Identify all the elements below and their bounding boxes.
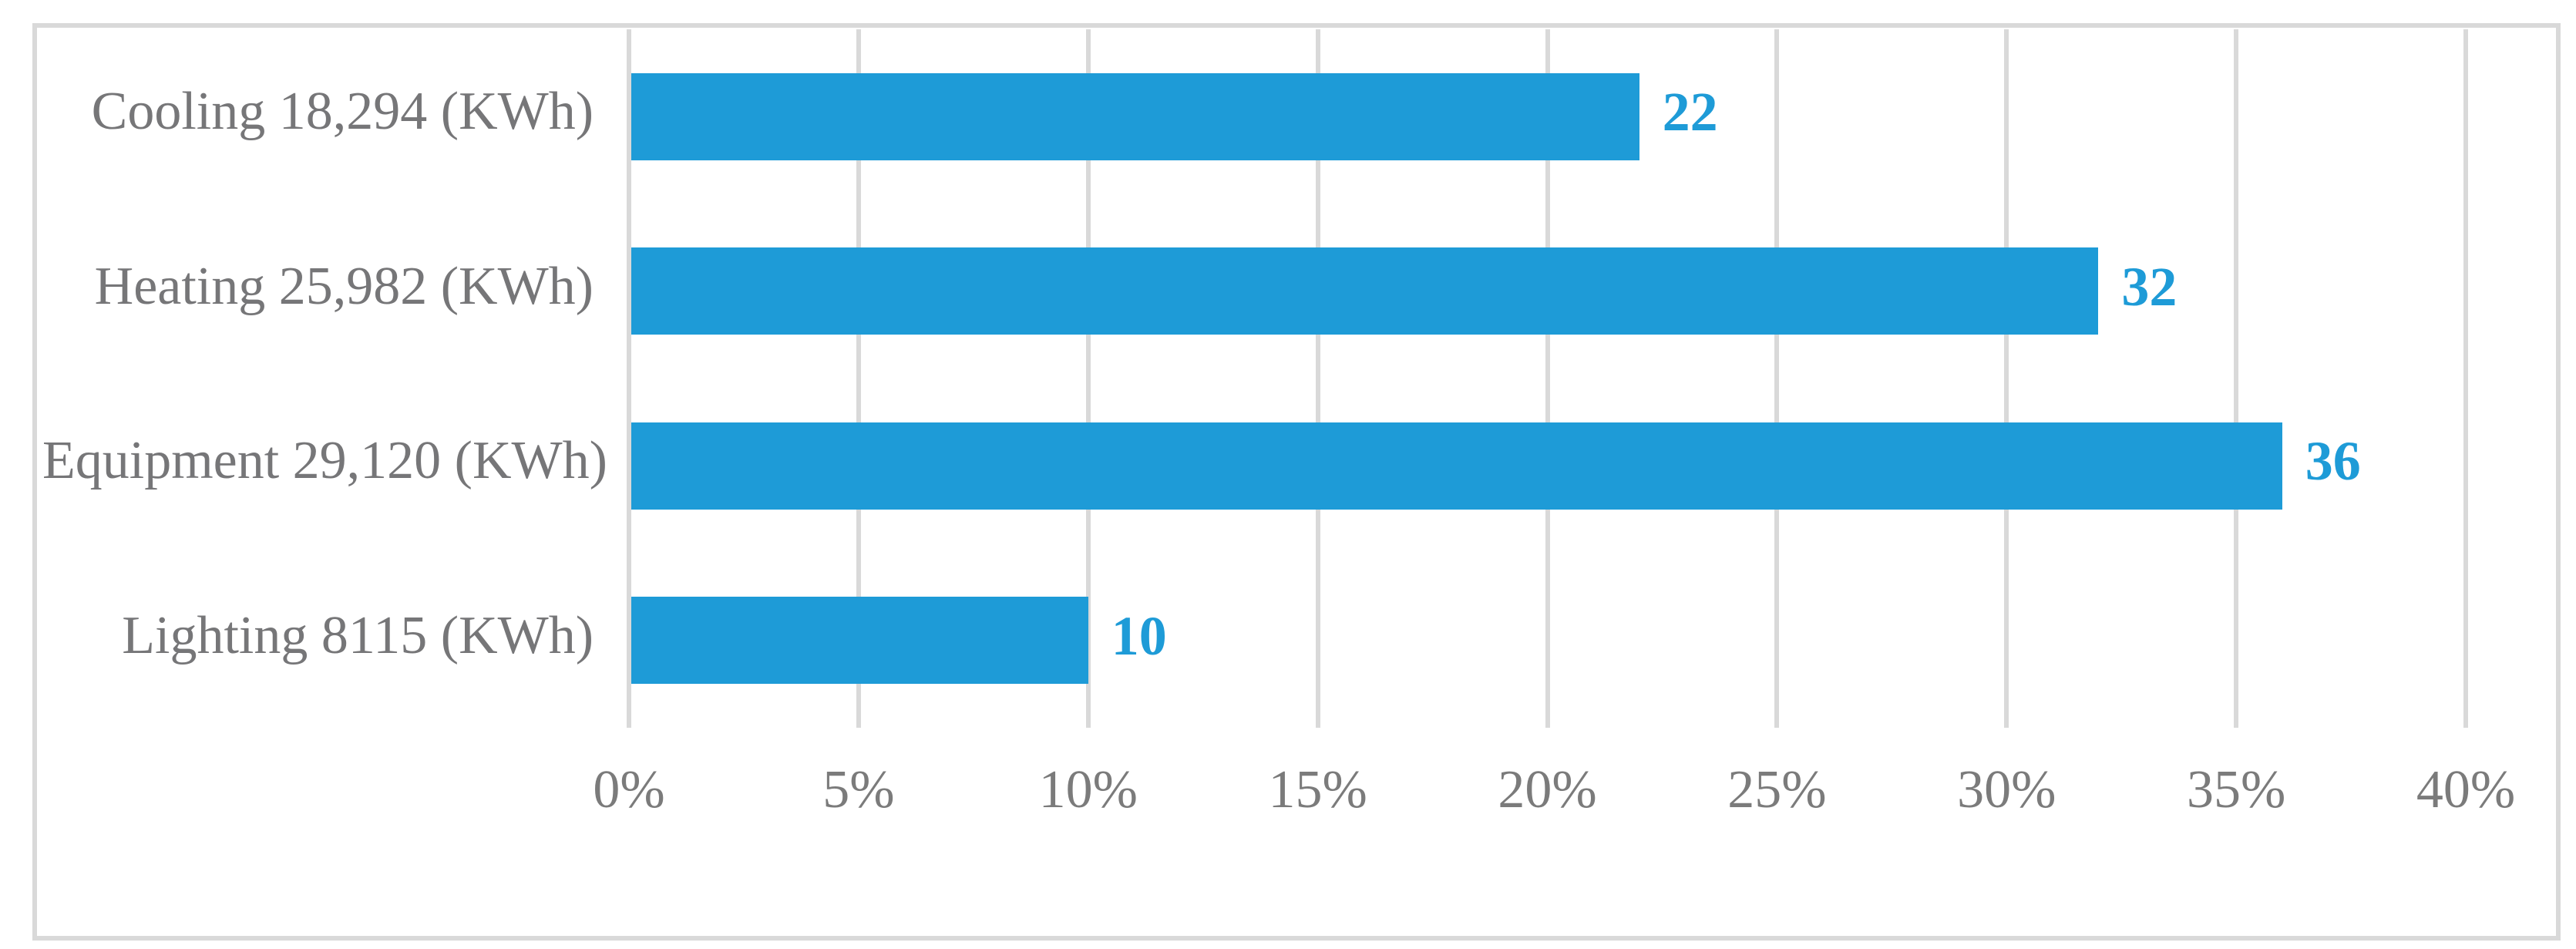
- bar-heating: [631, 247, 2099, 335]
- gridline-25pct: [1774, 29, 1780, 728]
- value-label-heating: 32: [2121, 255, 2177, 318]
- gridline-5pct: [856, 29, 861, 728]
- value-label-cooling: 22: [1662, 81, 1718, 143]
- gridline-10pct: [1085, 29, 1091, 728]
- x-tick-label-10pct: 10%: [1038, 760, 1138, 819]
- category-label-cooling: Cooling 18,294 (KWh): [91, 82, 594, 142]
- gridline-35pct: [2234, 29, 2239, 728]
- x-tick-label-25pct: 25%: [1727, 760, 1827, 819]
- gridline-15pct: [1315, 29, 1320, 728]
- x-tick-label-0pct: 0%: [593, 760, 665, 819]
- gridline-0pct: [627, 29, 631, 728]
- gridline-30pct: [2004, 29, 2009, 728]
- x-tick-label-35pct: 35%: [2186, 760, 2286, 819]
- category-label-equipment: Equipment 29,120 (KWh): [42, 431, 607, 491]
- bar-equipment: [631, 422, 2282, 510]
- value-label-equipment: 36: [2305, 430, 2361, 493]
- category-label-lighting: Lighting 8115 (KWh): [122, 605, 594, 665]
- x-tick-label-30pct: 30%: [1957, 760, 2056, 819]
- x-tick-label-40pct: 40%: [2416, 760, 2516, 819]
- x-tick-label-5pct: 5%: [822, 760, 895, 819]
- x-tick-label-15pct: 15%: [1268, 760, 1367, 819]
- value-label-lighting: 10: [1111, 604, 1167, 667]
- bar-cooling: [631, 72, 1639, 160]
- gridline-40pct: [2463, 29, 2468, 728]
- bar-lighting: [631, 597, 1088, 685]
- gridline-20pct: [1545, 29, 1550, 728]
- x-tick-label-20pct: 20%: [1498, 760, 1597, 819]
- category-label-heating: Heating 25,982 (KWh): [94, 256, 594, 316]
